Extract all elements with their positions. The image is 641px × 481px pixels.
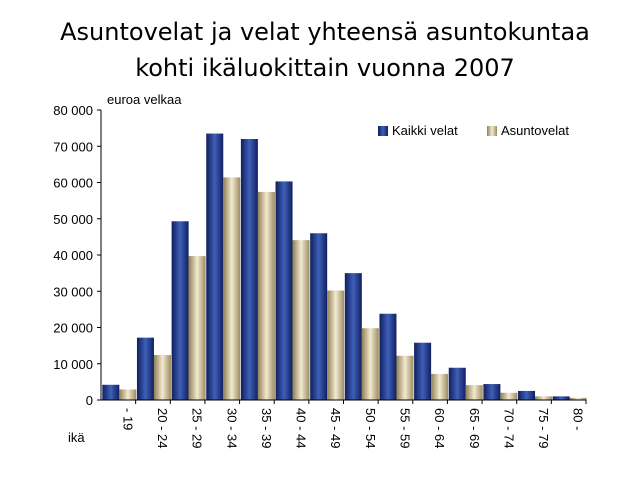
bar-asuntovelat xyxy=(535,396,553,400)
x-category-label: 50 - 54 xyxy=(363,408,378,448)
bar-kaikki-velat xyxy=(344,273,362,400)
x-axis-label: ikä xyxy=(68,430,85,445)
bar-asuntovelat xyxy=(361,328,379,400)
bar-asuntovelat xyxy=(465,385,483,400)
chart-title-line-1: Asuntovelat ja velat yhteensä asuntokunt… xyxy=(60,18,590,46)
y-tick-label: 30 000 xyxy=(53,284,93,299)
bar-asuntovelat xyxy=(500,392,518,400)
bar-kaikki-velat xyxy=(102,384,120,400)
y-tick-label: 20 000 xyxy=(53,321,93,336)
bar-kaikki-velat xyxy=(310,233,328,400)
x-category-label: 25 - 29 xyxy=(190,408,205,448)
y-axis-label: euroa velkaa xyxy=(107,92,182,107)
bar-kaikki-velat xyxy=(552,396,570,400)
x-axis-categories: - 19 20 - 24 25 - 29 30 - 34 35 - 39 40 - 44 4… xyxy=(120,400,587,448)
y-tick-label: 60 000 xyxy=(53,176,93,191)
chart-title-line-2: kohti ikäluokittain vuonna 2007 xyxy=(135,54,515,82)
bars xyxy=(102,133,587,400)
bar-kaikki-velat xyxy=(240,139,258,400)
x-category-label: 80 - xyxy=(571,408,586,430)
x-category-label: 20 - 24 xyxy=(155,408,170,448)
bar-asuntovelat xyxy=(431,373,449,400)
bar-asuntovelat xyxy=(292,240,310,400)
x-category-label: 70 - 74 xyxy=(501,408,516,448)
y-tick-label: 40 000 xyxy=(53,248,93,263)
y-tick-label: 80 000 xyxy=(53,103,93,118)
bar-kaikki-velat xyxy=(136,337,154,400)
bar-kaikki-velat xyxy=(414,342,432,400)
y-tick-label: 0 xyxy=(86,393,93,408)
legend-swatch-asuntovelat xyxy=(487,126,497,136)
x-category-label: 45 - 49 xyxy=(328,408,343,448)
x-category-label: 30 - 34 xyxy=(224,408,239,448)
bar-kaikki-velat xyxy=(483,384,501,400)
bar-asuntovelat xyxy=(153,355,171,400)
bar-asuntovelat xyxy=(223,177,241,400)
x-category-label: 35 - 39 xyxy=(259,408,274,448)
legend: Kaikki velat Asuntovelat xyxy=(378,123,569,138)
legend-label-kaikki-velat: Kaikki velat xyxy=(392,123,458,138)
bar-asuntovelat xyxy=(569,397,587,400)
bar-asuntovelat xyxy=(119,389,137,400)
x-category-label: 65 - 69 xyxy=(467,408,482,448)
x-category-label: 55 - 59 xyxy=(397,408,412,448)
bar-asuntovelat xyxy=(257,191,275,400)
x-category-label: 40 - 44 xyxy=(294,408,309,448)
bar-kaikki-velat xyxy=(518,390,536,400)
x-category-label: 75 - 79 xyxy=(536,408,551,448)
x-category-label: - 19 xyxy=(120,408,135,430)
y-tick-label: 10 000 xyxy=(53,357,93,372)
bar-kaikki-velat xyxy=(171,221,189,400)
bar-kaikki-velat xyxy=(275,181,293,400)
bar-asuntovelat xyxy=(327,290,345,400)
bar-kaikki-velat xyxy=(448,367,466,400)
bar-asuntovelat xyxy=(396,355,414,400)
y-axis-ticks: 0 10 000 20 000 30 000 40 000 50 000 60 000 70 … xyxy=(53,103,101,408)
legend-swatch-kaikki-velat xyxy=(378,126,388,136)
bar-asuntovelat xyxy=(188,256,206,400)
y-tick-label: 50 000 xyxy=(53,212,93,227)
legend-label-asuntovelat: Asuntovelat xyxy=(501,123,569,138)
x-category-label: 60 - 64 xyxy=(432,408,447,448)
bar-kaikki-velat xyxy=(379,313,397,400)
bar-kaikki-velat xyxy=(206,133,224,400)
y-tick-label: 70 000 xyxy=(53,139,93,154)
